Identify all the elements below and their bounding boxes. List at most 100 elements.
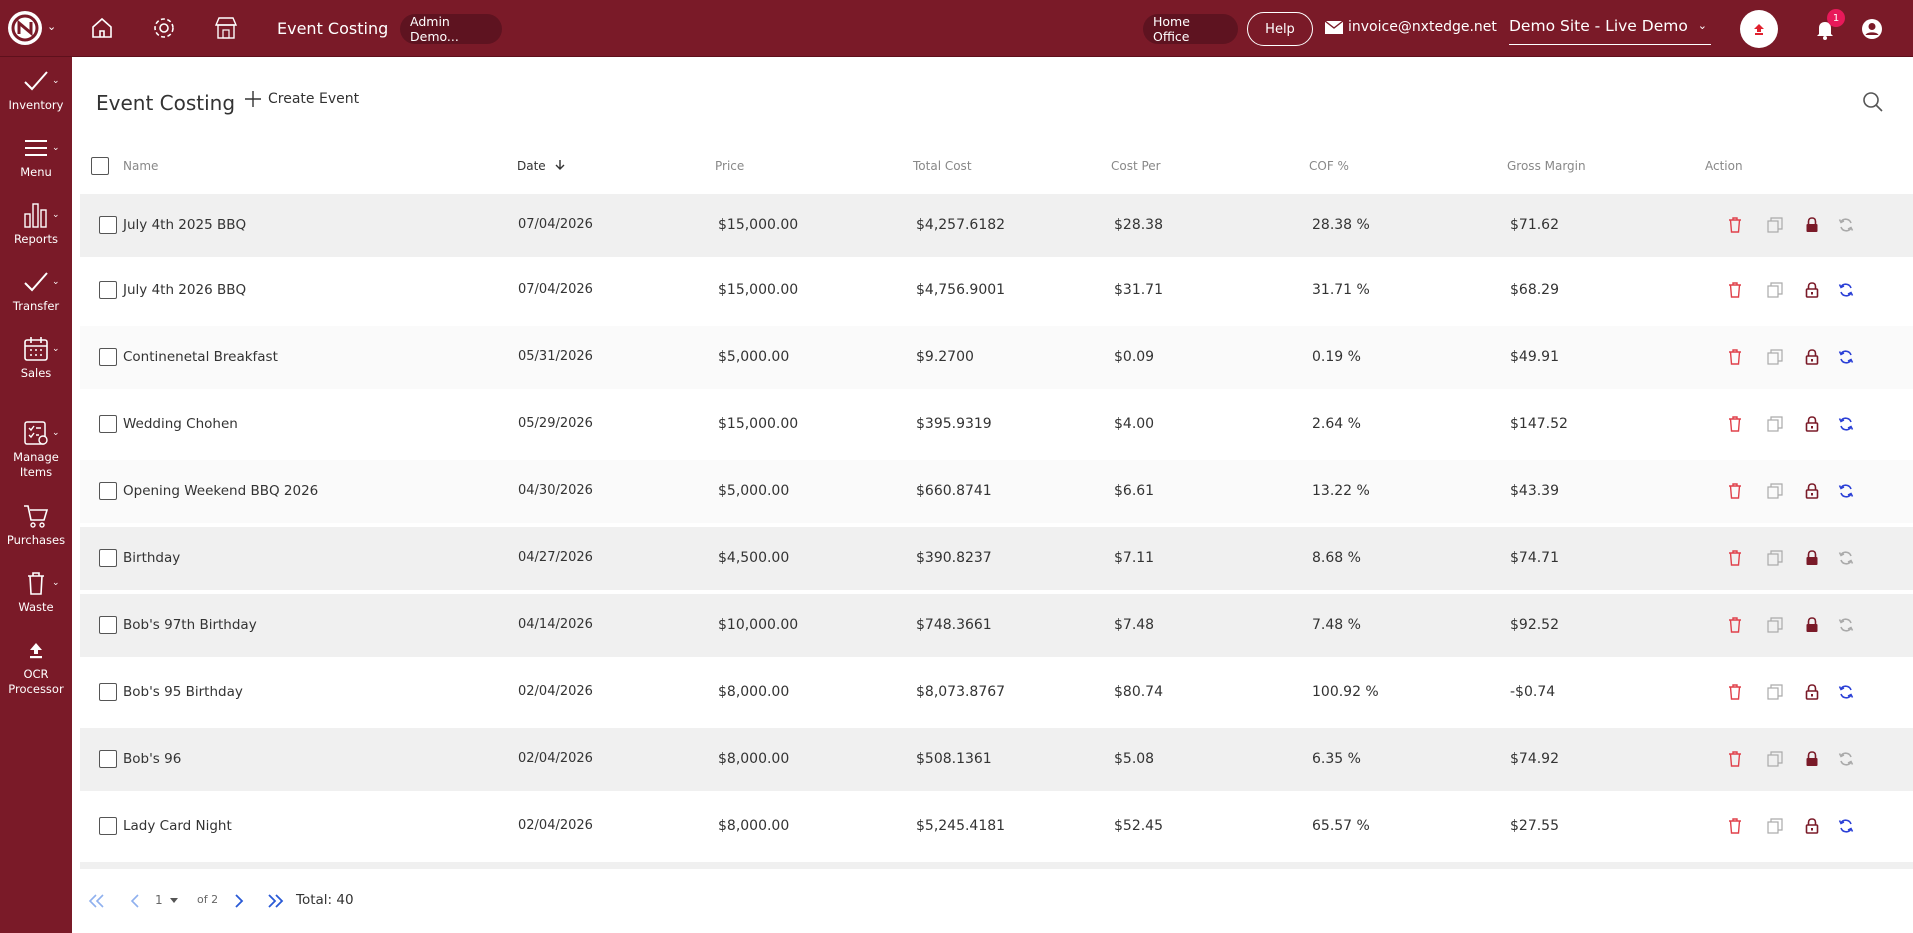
help-button[interactable]: Help (1247, 12, 1313, 46)
delete-icon[interactable] (1725, 547, 1745, 569)
sync-icon[interactable] (1836, 681, 1856, 703)
col-name[interactable]: Name (123, 159, 159, 173)
col-cost-per[interactable]: Cost Per (1111, 159, 1161, 173)
sync-icon[interactable] (1836, 346, 1856, 368)
sync-icon[interactable] (1836, 815, 1856, 837)
sidebar-item-menu[interactable]: ⌄ Menu (0, 132, 72, 180)
sidebar-item-purchases[interactable]: Purchases (0, 500, 72, 548)
delete-icon[interactable] (1725, 480, 1745, 502)
unlock-icon[interactable] (1802, 480, 1822, 502)
table-row[interactable]: July 4th 2026 BBQ 07/04/2026 $15,000.00 $4,… (80, 259, 1913, 322)
col-cof[interactable]: COF % (1309, 159, 1349, 173)
lock-icon[interactable] (1802, 614, 1822, 636)
copy-icon[interactable] (1765, 547, 1785, 569)
delete-icon[interactable] (1725, 614, 1745, 636)
cell-name[interactable]: Opening Weekend BBQ 2026 (123, 483, 319, 499)
sidebar-item-reports[interactable]: ⌄ Reports (0, 199, 72, 247)
delete-icon[interactable] (1725, 279, 1745, 301)
sidebar-item-transfer[interactable]: ⌄ Transfer (0, 266, 72, 314)
table-row[interactable]: Opening Weekend BBQ 2026 04/30/2026 $5,000… (80, 460, 1913, 523)
unlock-icon[interactable] (1802, 815, 1822, 837)
upload-button[interactable] (1740, 10, 1778, 48)
home-icon[interactable] (86, 12, 118, 44)
lock-icon[interactable] (1802, 547, 1822, 569)
cell-name[interactable]: July 4th 2026 BBQ (123, 282, 247, 298)
col-price[interactable]: Price (715, 159, 745, 173)
copy-icon[interactable] (1765, 279, 1785, 301)
row-checkbox[interactable] (99, 216, 117, 234)
unlock-icon[interactable] (1802, 279, 1822, 301)
sidebar-item-sales[interactable]: ⌄ Sales (0, 333, 72, 381)
cell-name[interactable]: Lady Card Night (123, 818, 232, 834)
copy-icon[interactable] (1765, 346, 1785, 368)
lock-icon[interactable] (1802, 214, 1822, 236)
table-row[interactable]: Continenetal Breakfast 05/31/2026 $5,000.0… (80, 326, 1913, 389)
copy-icon[interactable] (1765, 214, 1785, 236)
page-dropdown-icon[interactable] (168, 889, 180, 913)
lock-icon[interactable] (1802, 748, 1822, 770)
next-page-icon[interactable] (232, 889, 246, 913)
row-checkbox[interactable] (99, 348, 117, 366)
email-link[interactable]: invoice@nxtedge.net (1324, 19, 1497, 35)
row-checkbox[interactable] (99, 616, 117, 634)
table-row[interactable]: Birthday 04/27/2026 $4,500.00 $390.8237 $7.1… (80, 527, 1913, 590)
store-icon[interactable] (210, 12, 242, 44)
delete-icon[interactable] (1725, 214, 1745, 236)
page-number[interactable]: 1 (155, 893, 163, 907)
copy-icon[interactable] (1765, 815, 1785, 837)
cell-name[interactable]: Continenetal Breakfast (123, 349, 278, 365)
sidebar-item-waste[interactable]: ⌄ Waste (0, 567, 72, 615)
sync-icon[interactable] (1836, 748, 1856, 770)
delete-icon[interactable] (1725, 346, 1745, 368)
row-checkbox[interactable] (99, 817, 117, 835)
create-event-button[interactable]: Create Event (244, 90, 359, 108)
gear-icon[interactable] (148, 12, 180, 44)
first-page-icon[interactable] (86, 889, 108, 913)
user-icon[interactable] (1857, 14, 1887, 44)
sync-icon[interactable] (1836, 614, 1856, 636)
col-total-cost[interactable]: Total Cost (913, 159, 972, 173)
table-row[interactable]: Wedding Chohen 05/29/2026 $15,000.00 $395.9… (80, 393, 1913, 456)
delete-icon[interactable] (1725, 681, 1745, 703)
office-pill[interactable]: Home Office (1143, 14, 1238, 44)
search-icon[interactable] (1860, 89, 1886, 115)
sync-icon[interactable] (1836, 547, 1856, 569)
row-checkbox[interactable] (99, 415, 117, 433)
cell-name[interactable]: Wedding Chohen (123, 416, 238, 432)
row-checkbox[interactable] (99, 683, 117, 701)
table-row[interactable]: Lady Card Night 02/04/2026 $8,000.00 $5,245… (80, 795, 1913, 858)
sync-icon[interactable] (1836, 214, 1856, 236)
sync-icon[interactable] (1836, 480, 1856, 502)
table-row[interactable]: Bob's 97th Birthday 04/14/2026 $10,000.00 $… (80, 594, 1913, 657)
table-row[interactable]: July 4th 2025 BBQ 07/04/2026 $15,000.00 $4,… (80, 194, 1913, 257)
chevron-down-icon[interactable]: ⌄ (47, 20, 57, 33)
user-pill[interactable]: Admin Demo... (400, 14, 502, 44)
app-logo[interactable] (8, 11, 42, 45)
cell-name[interactable]: Bob's 97th Birthday (123, 617, 257, 633)
col-gross-margin[interactable]: Gross Margin (1507, 159, 1586, 173)
row-checkbox[interactable] (99, 750, 117, 768)
delete-icon[interactable] (1725, 748, 1745, 770)
select-all-checkbox[interactable] (91, 157, 109, 175)
bell-icon[interactable] (1810, 14, 1840, 44)
cell-name[interactable]: Bob's 96 (123, 751, 182, 767)
cell-name[interactable]: July 4th 2025 BBQ (123, 217, 247, 233)
row-checkbox[interactable] (99, 281, 117, 299)
copy-icon[interactable] (1765, 614, 1785, 636)
copy-icon[interactable] (1765, 480, 1785, 502)
delete-icon[interactable] (1725, 413, 1745, 435)
unlock-icon[interactable] (1802, 681, 1822, 703)
sidebar-item-inventory[interactable]: ⌄ Inventory (0, 65, 72, 113)
prev-page-icon[interactable] (128, 889, 142, 913)
table-row[interactable]: Bob's 96 02/04/2026 $8,000.00 $508.1361 $5.0… (80, 728, 1913, 791)
unlock-icon[interactable] (1802, 346, 1822, 368)
sync-icon[interactable] (1836, 413, 1856, 435)
copy-icon[interactable] (1765, 413, 1785, 435)
last-page-icon[interactable] (264, 889, 286, 913)
unlock-icon[interactable] (1802, 413, 1822, 435)
copy-icon[interactable] (1765, 681, 1785, 703)
sync-icon[interactable] (1836, 279, 1856, 301)
copy-icon[interactable] (1765, 748, 1785, 770)
delete-icon[interactable] (1725, 815, 1745, 837)
table-row[interactable]: Bob's 95 Birthday 02/04/2026 $8,000.00 $8,0… (80, 661, 1913, 724)
